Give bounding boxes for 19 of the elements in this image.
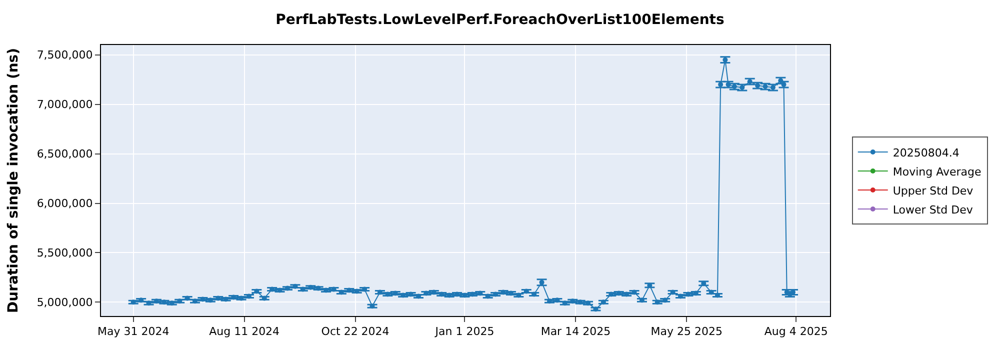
legend-label: Upper Std Dev [892,184,974,198]
y-tick-label: 5,500,000 [36,246,93,260]
x-tick-label: May 31 2024 [98,325,170,338]
legend-label: Moving Average [892,165,982,178]
x-tick-label: Mar 14 2025 [540,325,611,338]
legend-label: Lower Std Dev [892,203,974,216]
x-tick-label: Aug 11 2024 [209,325,280,338]
y-tick-label: 7,000,000 [36,98,93,112]
x-tick-label: Aug 4 2025 [764,325,828,338]
x-tick-label: May 25 2025 [650,325,723,338]
x-tick-label: Oct 22 2024 [321,325,390,338]
chart-title: PerfLabTests.LowLevelPerf.ForeachOverList100Elements [276,12,724,28]
y-tick-label: 6,500,000 [36,148,93,161]
x-tick-label: Jan 1 2025 [434,325,494,338]
y-tick-label: 6,000,000 [36,197,93,210]
y-axis-title: Duration of single invocation (ns) [5,48,22,314]
y-tick-label: 7,500,000 [36,48,93,62]
legend-label: 20250804.4 [892,146,960,160]
y-tick-label: 5,000,000 [36,296,93,309]
